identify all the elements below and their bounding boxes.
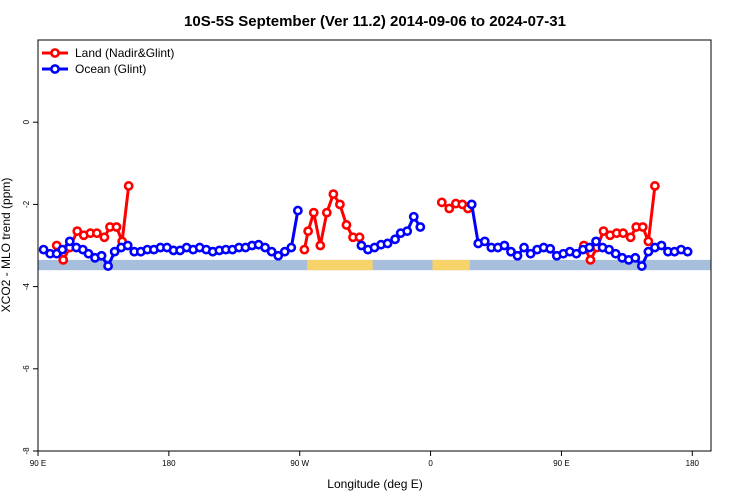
series-1-point-0-36 [273,250,284,261]
map-band-ocean [38,259,711,271]
series-0-point-1-4 [321,207,332,218]
series-0-point-2-0 [436,197,447,208]
series-0-point-3-11 [650,181,660,191]
series-1-point-0-9 [96,250,107,261]
series-0-point-1-7 [341,220,352,230]
series-1-point-1-5 [390,234,400,245]
y-tick-label-4: -8 [22,447,31,455]
series-1-point-2-16 [571,248,582,259]
series-0-point-3-7 [625,232,636,243]
series-1-point-2-7 [512,250,523,261]
series-1-point-2-26 [636,261,647,271]
map-band-land-0 [307,259,373,271]
series-0-point-3-6 [618,228,629,239]
plot-area: 90 E 180 90 W 0 90 E 180 0 -2 -4 -6 -8 [22,39,712,468]
x-tick-label-0: 90 E [30,459,46,468]
x-axis-label: Longitude (deg E) [327,477,422,491]
chart-title: 10S-5S September (Ver 11.2) 2014-09-06 t… [184,13,566,30]
series-1-point-0-7 [83,248,94,259]
x-tick-label-3: 0 [428,459,433,468]
legend: Land (Nadir&Glint) Ocean (Glint) [42,46,174,76]
x-tick-label-1: 180 [162,459,176,468]
series-0-point-0-11 [123,181,134,191]
series-0-point-3-10 [643,236,654,247]
series-1-point-2-5 [499,240,510,251]
legend-label-1: Ocean (Glint) [75,62,146,76]
series-1-point-2-22 [610,248,621,259]
series-1-point-2-29 [656,240,667,251]
series-0-point-0-1 [58,254,69,265]
series-1-point-0-0 [38,244,49,255]
series-0-point-1-9 [354,232,365,243]
series-1-point-2-33 [682,246,693,257]
x-tick-label-4: 90 E [553,459,569,468]
series-0-point-3-1 [585,254,596,265]
series-1-point-2-21 [604,244,615,255]
series-0-point-0-6 [91,228,102,239]
series-0-point-3-3 [598,226,609,237]
series-1-point-2-19 [591,236,601,247]
series-1-point-1-8 [408,211,419,222]
series-1-point-2-12 [545,243,556,254]
series-1-point-2-8 [519,242,529,253]
series-0-point-0-3 [72,226,83,237]
map-band-land-1 [432,259,470,271]
series-0-line-1 [302,192,360,250]
series-1-point-1-4 [382,238,393,249]
series-1-point-0-39 [292,205,303,216]
x-tick-label-5: 180 [686,459,700,468]
legend-marker-0 [50,48,60,58]
legend-marker-1 [50,64,60,74]
series-1-point-0-37 [279,246,290,257]
y-tick-label-1: -2 [22,200,31,208]
series-0-point-0-7 [99,232,110,243]
series-1-point-2-6 [506,246,516,257]
series-1-point-1-0 [356,240,367,251]
series-1 [38,199,693,271]
series-1-point-2-2 [479,236,490,247]
series-1-point-0-3 [57,244,68,255]
series-1-point-2-27 [643,246,654,257]
series-1-point-0-38 [286,242,297,253]
series-1-point-1-9 [415,222,426,232]
y-axis-label: XCO2 - MLO trend (ppm) [0,178,13,313]
series-1-point-2-9 [525,248,536,259]
series-1-point-0-13 [122,240,133,251]
series-0-point-1-3 [315,240,326,251]
series-0-point-0-9 [111,222,122,232]
series-1-point-2-0 [466,199,477,210]
series-0-point-1-6 [335,199,345,210]
series-1-point-2-18 [584,242,595,253]
series-1-point-0-4 [64,236,75,247]
y-tick-label-0: 0 [22,119,31,124]
series-0-point-1-2 [308,207,319,218]
y-tick-label-3: -6 [22,365,31,373]
series-1-point-2-25 [630,252,641,263]
series-0-point-1-5 [328,189,339,200]
series-0-point-3-9 [637,222,648,232]
series-0-point-2-1 [444,203,455,214]
y-tick-label-2: -4 [22,282,31,290]
plot-frame [37,39,712,452]
series-1-point-0-34 [260,242,271,253]
series-1-point-0-10 [103,261,114,271]
series-0-point-1-1 [303,226,314,237]
series-0-point-1-0 [299,244,310,255]
legend-label-0: Land (Nadir&Glint) [75,46,174,60]
series-1-point-1-7 [402,226,413,237]
series-1-point-0-35 [266,246,277,257]
series-1-point-0-11 [109,246,120,257]
x-tick-label-2: 90 W [290,459,309,468]
